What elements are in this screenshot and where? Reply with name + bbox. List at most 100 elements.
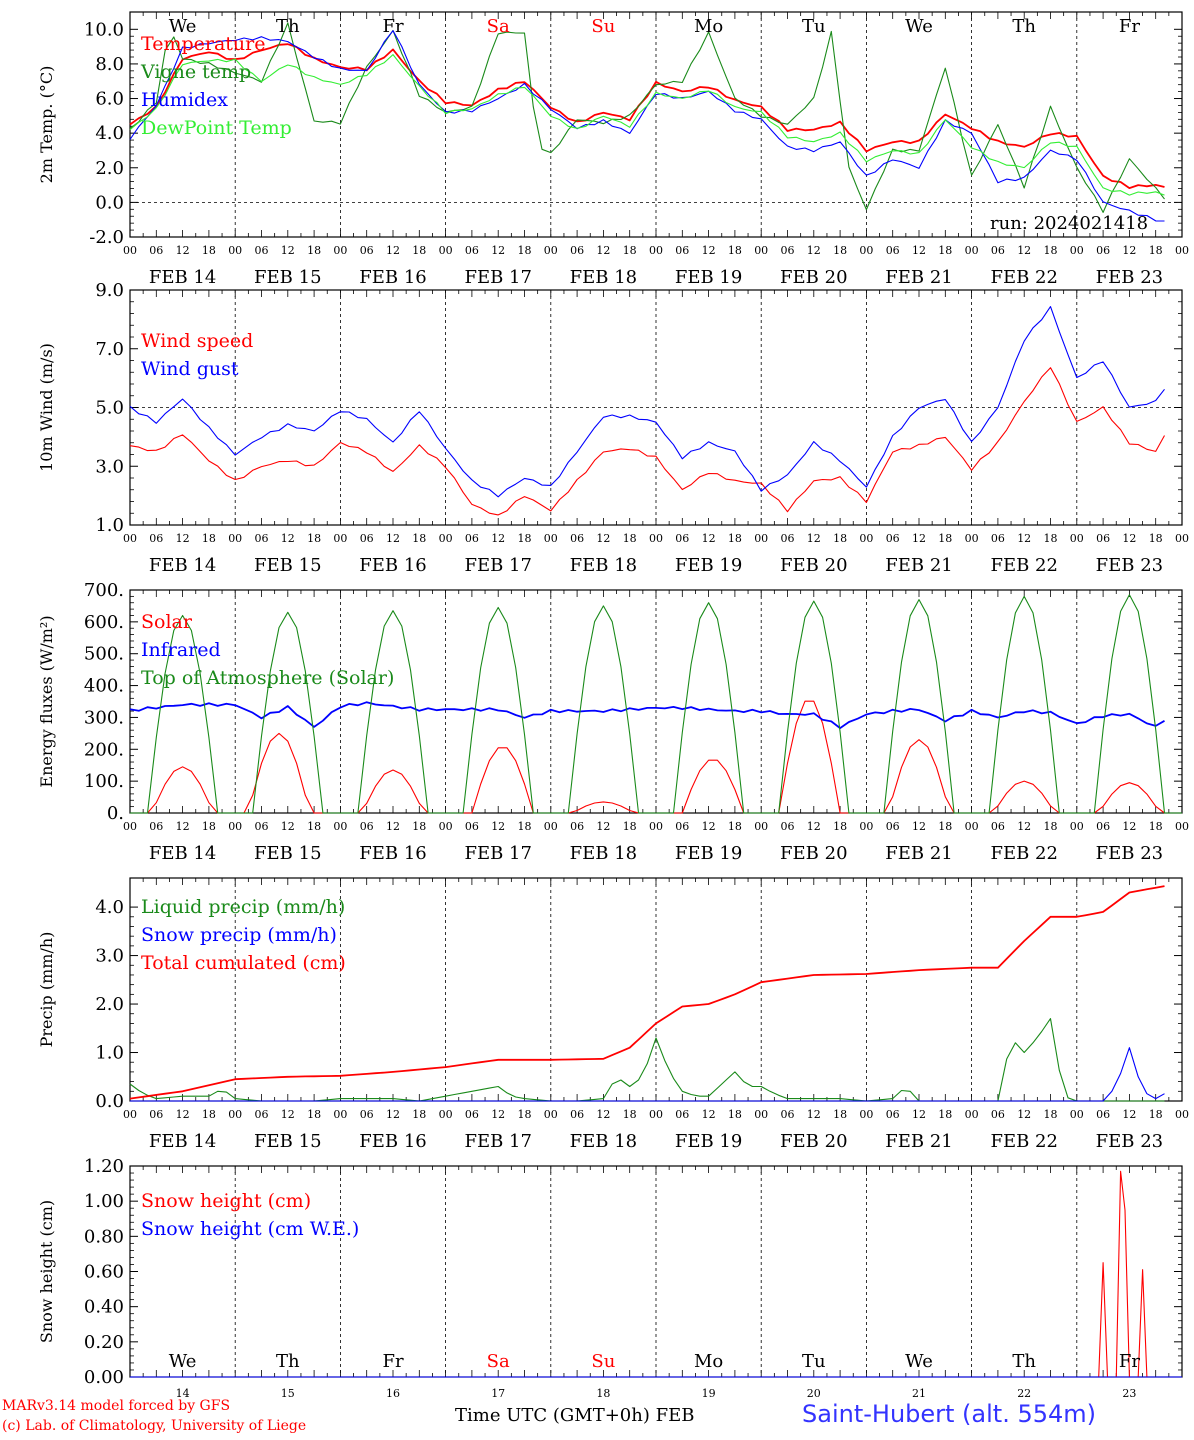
- day-number-label: 19: [702, 1387, 716, 1400]
- hour-tick-label: 18: [202, 244, 216, 257]
- hour-tick-label: 18: [1044, 532, 1058, 545]
- date-label: FEB 16: [359, 555, 426, 576]
- hour-tick-label: 00: [439, 532, 453, 545]
- y-tick-label: 0.20: [84, 1332, 124, 1353]
- date-label: FEB 17: [464, 555, 531, 576]
- hour-tick-label: 12: [176, 1108, 190, 1121]
- y-tick-label: 3.0: [95, 456, 124, 477]
- y-tick-label: 200.: [84, 739, 124, 760]
- hour-tick-label: 00: [1175, 244, 1189, 257]
- day-number-label: 14: [176, 1387, 190, 1400]
- hour-tick-label: 18: [307, 244, 321, 257]
- hour-tick-label: 06: [991, 1108, 1005, 1121]
- hour-tick-label: 06: [781, 1108, 795, 1121]
- weekday-label: Fr: [382, 16, 403, 37]
- hour-tick-label: 12: [807, 1108, 821, 1121]
- hour-tick-label: 18: [412, 244, 426, 257]
- hour-tick-label: 12: [702, 532, 716, 545]
- weekday-label: We: [905, 16, 933, 37]
- series-group: [130, 1170, 1182, 1378]
- legend-entry: Snow height (cm W.E.): [141, 1218, 359, 1240]
- hour-tick-label: 00: [754, 1108, 768, 1121]
- hour-tick-label: 12: [1017, 820, 1031, 833]
- model-credit: MARv3.14 model forced by GFS: [2, 1398, 231, 1414]
- hour-tick-label: 18: [623, 1108, 637, 1121]
- hour-tick-label: 06: [781, 820, 795, 833]
- day-number-label: 22: [1017, 1387, 1031, 1400]
- hour-tick-label: 18: [833, 532, 847, 545]
- y-tick-label: 5.0: [95, 398, 124, 419]
- hour-tick-label: 06: [255, 244, 269, 257]
- hour-tick-label: 12: [912, 820, 926, 833]
- hour-tick-label: 06: [465, 820, 479, 833]
- hour-tick-label: 06: [465, 244, 479, 257]
- hour-tick-label: 06: [886, 820, 900, 833]
- y-tick-label: 6.0: [95, 89, 124, 110]
- weekday-label: Th: [1012, 16, 1036, 37]
- hour-tick-label: 06: [149, 244, 163, 257]
- day-number-label: 21: [912, 1387, 926, 1400]
- hour-tick-label: 12: [491, 532, 505, 545]
- date-label: FEB 15: [254, 267, 321, 288]
- hour-tick-label: 06: [360, 820, 374, 833]
- hour-tick-label: 12: [176, 820, 190, 833]
- hour-tick-label: 06: [675, 1108, 689, 1121]
- weekday-label: Su: [591, 1351, 615, 1372]
- weekday-label: We: [169, 16, 197, 37]
- weekday-label: Mo: [694, 1351, 723, 1372]
- date-label: FEB 23: [1096, 1131, 1163, 1152]
- hour-tick-label: 18: [1044, 820, 1058, 833]
- hour-tick-label: 00: [544, 244, 558, 257]
- y-tick-label: 400.: [84, 676, 124, 697]
- hour-tick-label: 00: [1175, 532, 1189, 545]
- series-group: [129, 885, 1165, 1102]
- hour-tick-label: 18: [1044, 244, 1058, 257]
- hour-tick-label: 06: [781, 532, 795, 545]
- hour-tick-label: 00: [965, 820, 979, 833]
- hour-tick-label: 12: [807, 532, 821, 545]
- hour-tick-label: 18: [518, 532, 532, 545]
- legend-entry: Liquid precip (mm/h): [141, 896, 345, 918]
- date-label: FEB 20: [780, 267, 847, 288]
- hour-tick-label: 00: [649, 532, 663, 545]
- hour-tick-label: 12: [596, 532, 610, 545]
- hour-tick-label: 18: [728, 244, 742, 257]
- hour-tick-label: 00: [859, 820, 873, 833]
- hour-tick-label: 18: [412, 532, 426, 545]
- hour-tick-label: 12: [1122, 244, 1136, 257]
- hour-tick-label: 06: [570, 1108, 584, 1121]
- date-label: FEB 21: [885, 555, 952, 576]
- hour-tick-label: 12: [281, 244, 295, 257]
- hour-tick-label: 06: [149, 820, 163, 833]
- hour-tick-label: 18: [728, 820, 742, 833]
- series-line-wind-gust: [129, 306, 1165, 498]
- hour-tick-label: 00: [228, 820, 242, 833]
- series-line-infrared: [129, 701, 1165, 729]
- hour-tick-label: 12: [176, 244, 190, 257]
- hour-tick-label: 18: [1149, 1108, 1163, 1121]
- y-tick-label: 0.0: [95, 192, 124, 213]
- y-tick-label: 700.: [84, 580, 124, 601]
- y-tick-label: 2.0: [95, 158, 124, 179]
- hour-tick-label: 18: [623, 532, 637, 545]
- hour-tick-label: 12: [491, 820, 505, 833]
- hour-tick-label: 12: [1122, 532, 1136, 545]
- hour-tick-label: 00: [1175, 1108, 1189, 1121]
- hour-tick-label: 18: [1149, 532, 1163, 545]
- hour-tick-label: 18: [938, 1108, 952, 1121]
- series-group: [129, 22, 1165, 222]
- hour-tick-label: 00: [1070, 820, 1084, 833]
- hour-tick-label: 12: [491, 1108, 505, 1121]
- date-label: FEB 19: [675, 843, 742, 864]
- date-label: FEB 18: [570, 555, 637, 576]
- y-tick-label: 3.0: [95, 946, 124, 967]
- hour-tick-label: 18: [518, 820, 532, 833]
- panel-3: Energy fluxes (W/m²): [37, 589, 1183, 814]
- hour-tick-label: 00: [1070, 244, 1084, 257]
- y-axis-label: Energy fluxes (W/m²): [37, 615, 56, 787]
- hour-tick-label: 12: [386, 820, 400, 833]
- date-label: FEB 16: [359, 267, 426, 288]
- hour-tick-label: 12: [702, 820, 716, 833]
- hour-tick-label: 12: [491, 244, 505, 257]
- hour-tick-label: 18: [833, 1108, 847, 1121]
